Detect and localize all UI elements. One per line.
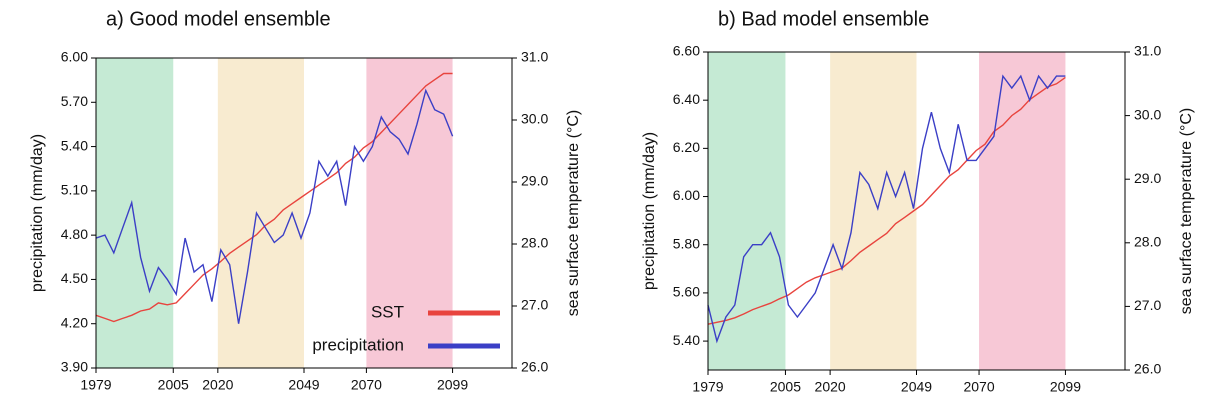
chart-title: a) Good model ensemble bbox=[106, 8, 331, 30]
x-tick-label: 1979 bbox=[80, 377, 111, 393]
y2-tick-label: 28.0 bbox=[521, 235, 548, 251]
x-tick-label: 2099 bbox=[1050, 379, 1081, 395]
plot-frame bbox=[707, 51, 1126, 371]
y-tick-label: 4.80 bbox=[61, 226, 88, 242]
y2-tick-label: 27.0 bbox=[521, 297, 548, 313]
y2-tick-label: 28.0 bbox=[1134, 234, 1161, 250]
y-tick-label: 4.50 bbox=[61, 270, 88, 286]
series-line bbox=[95, 72, 453, 323]
y-tick-label: 5.40 bbox=[673, 332, 700, 348]
period-shade bbox=[708, 52, 786, 370]
y-tick-label: 6.40 bbox=[673, 91, 700, 107]
y2-tick-label: 26.0 bbox=[1134, 361, 1161, 377]
x-tick-label: 2005 bbox=[770, 379, 801, 395]
y2-tick-label: 29.0 bbox=[521, 173, 548, 189]
period-shade bbox=[979, 52, 1066, 370]
x-tick-label: 1979 bbox=[692, 379, 723, 395]
period-shade bbox=[96, 58, 174, 368]
x-tick-label: 2049 bbox=[288, 377, 319, 393]
x-tick-label: 2049 bbox=[901, 379, 932, 395]
y-tick-label: 3.90 bbox=[61, 359, 88, 375]
x-tick-label: 2099 bbox=[437, 377, 468, 393]
period-shade bbox=[830, 52, 917, 370]
y2-tick-label: 30.0 bbox=[1134, 106, 1161, 122]
period-shade bbox=[217, 58, 304, 368]
series-line bbox=[707, 74, 1066, 344]
y2-tick-label: 30.0 bbox=[521, 111, 548, 127]
y-tick-label: 6.20 bbox=[673, 139, 700, 155]
y2-tick-label: 27.0 bbox=[1134, 297, 1161, 313]
x-tick-label: 2070 bbox=[963, 379, 994, 395]
x-tick-label: 2070 bbox=[351, 377, 382, 393]
y-tick-label: 5.70 bbox=[61, 93, 88, 109]
y-tick-label: 5.10 bbox=[61, 182, 88, 198]
y-tick-label: 6.00 bbox=[61, 49, 88, 65]
x-tick-label: 2005 bbox=[158, 377, 189, 393]
y2-tick-label: 26.0 bbox=[521, 359, 548, 375]
x-tick-label: 2020 bbox=[202, 377, 233, 393]
series-line bbox=[707, 76, 1066, 325]
legend-label: SST bbox=[371, 302, 404, 321]
y-tick-label: 6.60 bbox=[673, 43, 700, 59]
y2-tick-label: 29.0 bbox=[1134, 170, 1161, 186]
legend-label: precipitation bbox=[312, 335, 404, 354]
y2-tick-label: 31.0 bbox=[521, 49, 548, 65]
y-tick-label: 5.40 bbox=[61, 137, 88, 153]
y-tick-label: 4.20 bbox=[61, 314, 88, 330]
series-line bbox=[95, 88, 454, 324]
y-tick-label: 5.60 bbox=[673, 284, 700, 300]
y-axis-label: precipitation (mm/day) bbox=[29, 134, 46, 292]
y-tick-label: 5.80 bbox=[673, 235, 700, 251]
period-shade bbox=[366, 58, 453, 368]
plot-frame bbox=[95, 57, 513, 369]
chart-title: b) Bad model ensemble bbox=[718, 8, 929, 30]
x-tick-label: 2020 bbox=[815, 379, 846, 395]
y-tick-label: 6.00 bbox=[673, 187, 700, 203]
y2-axis-label: sea surface temperature (°C) bbox=[565, 110, 582, 316]
y2-axis-label: sea surface temperature (°C) bbox=[1178, 108, 1195, 314]
y2-tick-label: 31.0 bbox=[1134, 43, 1161, 59]
y-axis-label: precipitation (mm/day) bbox=[641, 132, 658, 290]
